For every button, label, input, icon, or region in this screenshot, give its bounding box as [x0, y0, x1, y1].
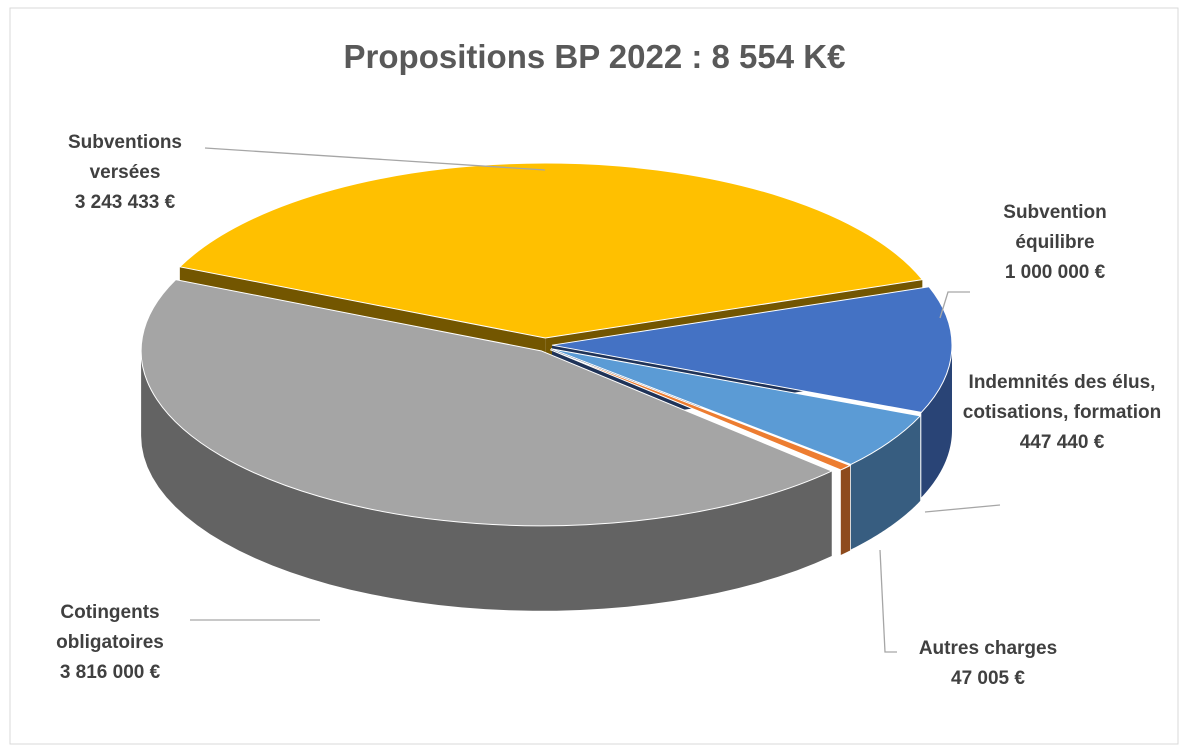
leader-lines	[190, 147, 1001, 653]
category-label: Subventions versées	[67, 132, 182, 183]
pie	[140, 162, 953, 611]
data-label: Subvention équilibre 1 000 000 €	[970, 198, 1140, 288]
slice-wall	[850, 415, 921, 550]
category-label: Subvention équilibre	[1003, 202, 1107, 253]
slice	[550, 348, 922, 466]
value-label: 1 000 000 €	[1004, 262, 1106, 283]
slice-wall	[141, 350, 832, 611]
value-label: 3 816 000 €	[59, 662, 161, 683]
slice-wall	[921, 345, 952, 498]
category-label: Cotingents obligatoires	[56, 602, 164, 653]
slice-wall	[840, 465, 851, 555]
value-label: 447 440 €	[1019, 432, 1105, 453]
category-label: Autres charges	[918, 638, 1058, 659]
value-label: 47 005 €	[951, 668, 1025, 689]
leader-line	[924, 504, 1001, 513]
chart-frame	[9, 7, 1179, 745]
slice	[140, 279, 833, 527]
data-label: Autres charges 47 005 €	[888, 634, 1088, 694]
slice	[178, 162, 924, 339]
data-label: Indemnités des élus, cotisations, format…	[957, 368, 1167, 458]
slice	[549, 349, 852, 471]
value-label: 3 243 433 €	[74, 192, 176, 213]
data-label: Cotingents obligatoires 3 816 000 €	[15, 598, 205, 688]
leader-line	[939, 291, 970, 319]
data-label: Subventions versées 3 243 433 €	[30, 128, 220, 218]
leader-line	[204, 147, 546, 171]
slice	[551, 286, 953, 413]
category-label: Indemnités des élus, cotisations, format…	[962, 372, 1162, 423]
leader-line	[879, 549, 897, 653]
chart-title: Propositions BP 2022 : 8 554 K€	[343, 38, 846, 75]
